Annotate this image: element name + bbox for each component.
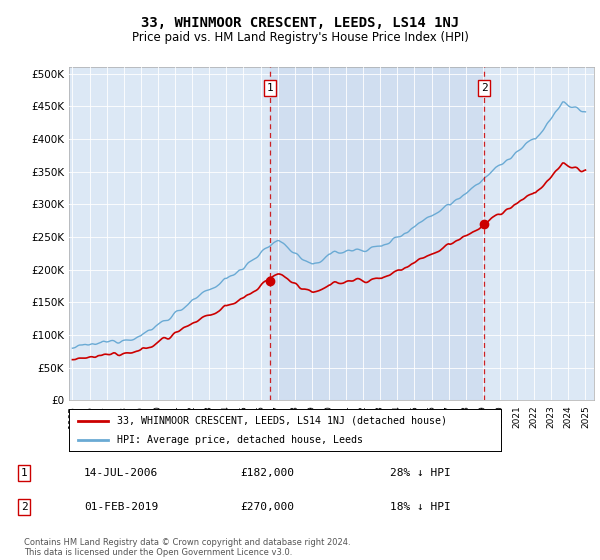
Text: 14-JUL-2006: 14-JUL-2006: [84, 468, 158, 478]
Text: £182,000: £182,000: [240, 468, 294, 478]
Text: HPI: Average price, detached house, Leeds: HPI: Average price, detached house, Leed…: [116, 435, 362, 445]
Text: 33, WHINMOOR CRESCENT, LEEDS, LS14 1NJ (detached house): 33, WHINMOOR CRESCENT, LEEDS, LS14 1NJ (…: [116, 416, 446, 426]
Text: 28% ↓ HPI: 28% ↓ HPI: [390, 468, 451, 478]
Text: Price paid vs. HM Land Registry's House Price Index (HPI): Price paid vs. HM Land Registry's House …: [131, 31, 469, 44]
Text: £270,000: £270,000: [240, 502, 294, 512]
Text: 1: 1: [266, 83, 273, 93]
Text: 01-FEB-2019: 01-FEB-2019: [84, 502, 158, 512]
Bar: [270, 67, 484, 400]
Text: Contains HM Land Registry data © Crown copyright and database right 2024.
This d: Contains HM Land Registry data © Crown c…: [24, 538, 350, 557]
Text: 2: 2: [20, 502, 28, 512]
Text: 2: 2: [481, 83, 488, 93]
Text: 1: 1: [20, 468, 28, 478]
Text: 18% ↓ HPI: 18% ↓ HPI: [390, 502, 451, 512]
Text: 33, WHINMOOR CRESCENT, LEEDS, LS14 1NJ: 33, WHINMOOR CRESCENT, LEEDS, LS14 1NJ: [141, 16, 459, 30]
